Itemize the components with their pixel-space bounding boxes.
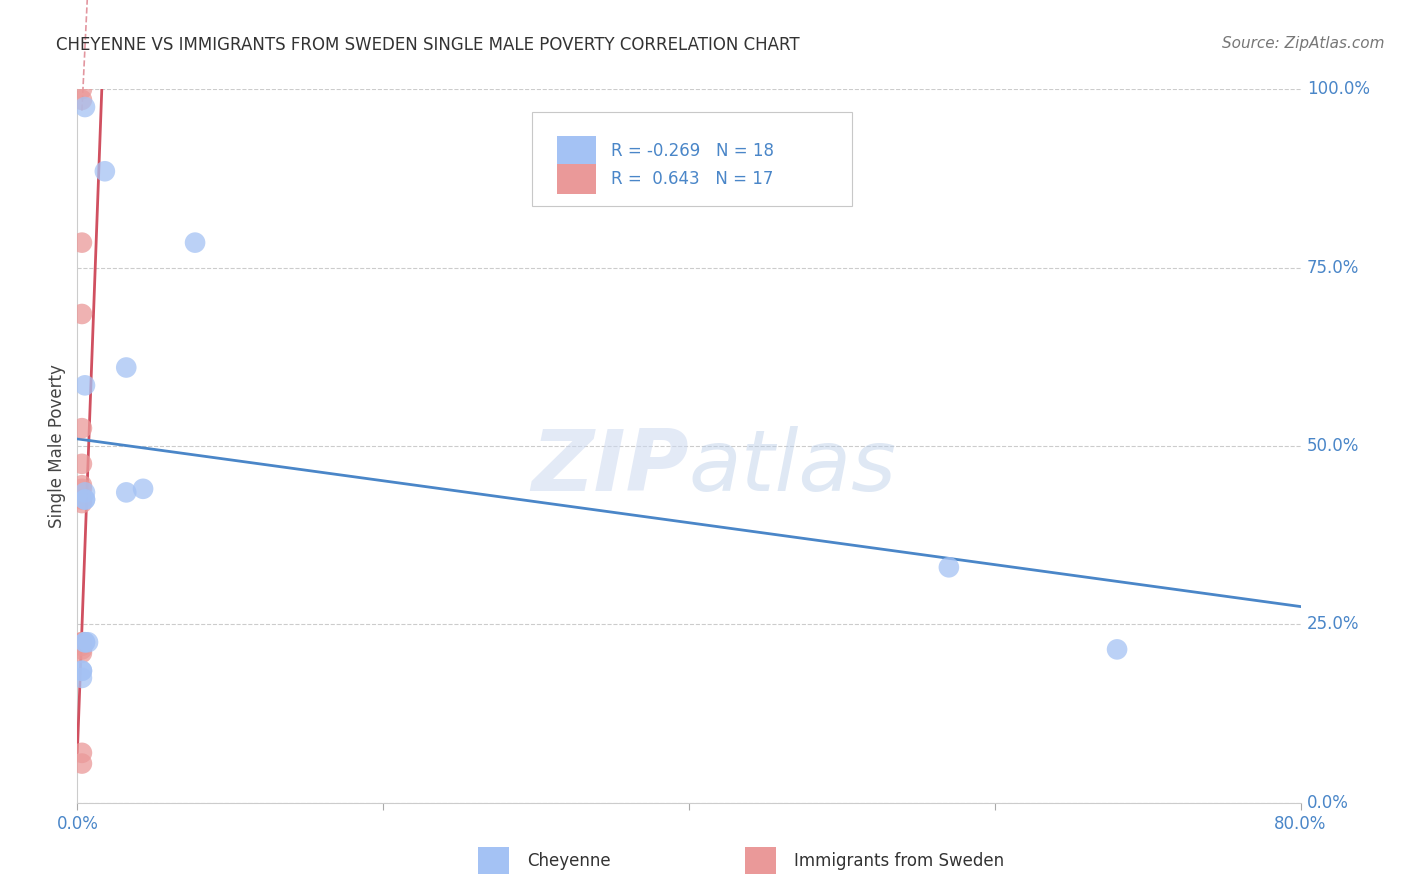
Text: ZIP: ZIP xyxy=(531,425,689,509)
Point xyxy=(70,635,93,649)
Text: 100.0%: 100.0% xyxy=(1306,80,1369,98)
Point xyxy=(70,482,93,496)
Text: Source: ZipAtlas.com: Source: ZipAtlas.com xyxy=(1222,36,1385,51)
Point xyxy=(70,664,93,678)
Point xyxy=(73,100,96,114)
Text: 25.0%: 25.0% xyxy=(1306,615,1360,633)
Point xyxy=(70,492,93,507)
Point xyxy=(115,360,138,375)
Point xyxy=(73,485,96,500)
Point xyxy=(94,164,117,178)
Point xyxy=(70,642,93,657)
Y-axis label: Single Male Poverty: Single Male Poverty xyxy=(48,364,66,528)
Text: 75.0%: 75.0% xyxy=(1306,259,1360,277)
Point xyxy=(70,756,93,771)
Text: 0.0%: 0.0% xyxy=(1306,794,1348,812)
Text: CHEYENNE VS IMMIGRANTS FROM SWEDEN SINGLE MALE POVERTY CORRELATION CHART: CHEYENNE VS IMMIGRANTS FROM SWEDEN SINGL… xyxy=(56,36,800,54)
Point xyxy=(132,482,155,496)
Point xyxy=(77,635,100,649)
Point xyxy=(70,646,93,660)
Point xyxy=(70,457,93,471)
Text: R =  0.643   N = 17: R = 0.643 N = 17 xyxy=(610,170,773,188)
Point xyxy=(70,421,93,435)
Point xyxy=(70,496,93,510)
Point xyxy=(73,492,96,507)
Point xyxy=(73,492,96,507)
Point xyxy=(70,235,93,250)
Point xyxy=(70,664,93,678)
Point xyxy=(73,378,96,392)
Point xyxy=(938,560,960,574)
Point xyxy=(73,635,96,649)
Point xyxy=(70,93,93,107)
FancyBboxPatch shape xyxy=(533,112,852,205)
Point xyxy=(70,639,93,653)
Point xyxy=(70,307,93,321)
Point xyxy=(70,671,93,685)
Text: 50.0%: 50.0% xyxy=(1306,437,1360,455)
Point xyxy=(115,485,138,500)
FancyBboxPatch shape xyxy=(557,136,596,166)
Point xyxy=(184,235,207,250)
Text: Cheyenne: Cheyenne xyxy=(527,852,610,870)
Point xyxy=(1107,642,1129,657)
Point xyxy=(70,478,93,492)
Text: atlas: atlas xyxy=(689,425,897,509)
Point xyxy=(70,635,93,649)
Point xyxy=(70,82,93,96)
Text: R = -0.269   N = 18: R = -0.269 N = 18 xyxy=(610,142,773,160)
Text: Immigrants from Sweden: Immigrants from Sweden xyxy=(794,852,1004,870)
FancyBboxPatch shape xyxy=(557,164,596,194)
Point xyxy=(73,635,96,649)
Point xyxy=(70,746,93,760)
